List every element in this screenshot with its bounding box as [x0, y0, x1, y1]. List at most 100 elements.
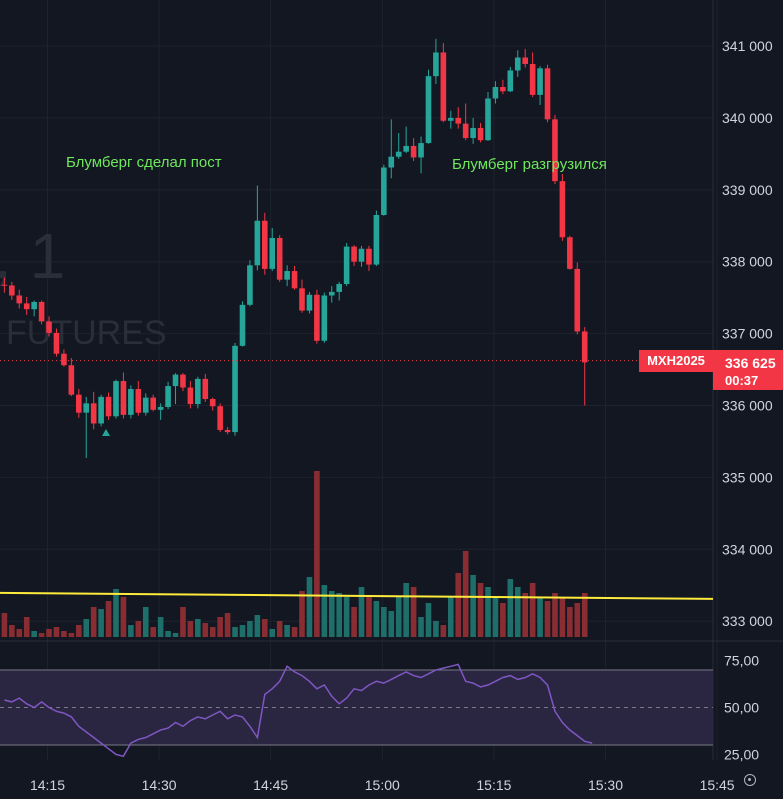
candle-body	[276, 237, 283, 280]
volume-bar	[351, 607, 357, 637]
candle-body	[128, 388, 134, 415]
candle-body	[113, 381, 119, 417]
volume-bar	[224, 613, 231, 637]
candle-body	[552, 119, 558, 182]
volume-bar	[366, 597, 372, 637]
candle-body	[559, 181, 566, 238]
volume-bar	[150, 627, 156, 637]
candle-body	[262, 220, 268, 269]
volume-bar	[202, 623, 209, 637]
candle-body	[544, 68, 551, 120]
candle-body	[306, 294, 313, 311]
candle-body	[500, 86, 506, 92]
trendline	[0, 591, 714, 600]
axes: 341 000 340 000 339 000 338 000 337 000 336 0…	[30, 38, 773, 793]
x-tick-label: 14:45	[253, 777, 288, 793]
candle-body	[321, 295, 328, 341]
candle-body	[202, 378, 209, 400]
candle-body	[38, 301, 45, 322]
candle-body	[31, 301, 37, 310]
bar-countdown: 00:37	[725, 373, 759, 388]
candle-body	[157, 406, 164, 410]
y-tick-label: 336 000	[722, 398, 773, 414]
volume-bar	[157, 617, 164, 637]
candle-body	[373, 214, 380, 265]
volume-bar	[1, 613, 8, 637]
volume-bar	[284, 625, 290, 637]
volume-bar	[105, 601, 112, 637]
candle-body	[172, 374, 179, 387]
candle-body	[470, 127, 476, 139]
candle-body	[76, 394, 82, 413]
volume-bar	[90, 607, 97, 637]
volume-bar	[232, 627, 238, 637]
candle-body	[53, 332, 60, 354]
candle-body	[492, 86, 499, 99]
candle-body	[574, 268, 581, 332]
volume-bar	[128, 625, 134, 637]
volume-bar	[328, 591, 335, 637]
volume-bar	[477, 583, 484, 637]
candle-body	[232, 345, 238, 433]
candle-body	[403, 145, 409, 152]
candle-body	[165, 386, 171, 407]
candle-body	[217, 406, 223, 430]
candle-body	[90, 403, 97, 424]
overlay	[0, 360, 714, 600]
candle-body	[343, 246, 350, 284]
volume-bar	[38, 633, 45, 637]
candle-body	[567, 237, 573, 269]
volume-bar	[522, 593, 528, 637]
volume-bar	[388, 611, 395, 637]
candle-body	[581, 331, 588, 363]
volume-bar	[418, 617, 424, 637]
candle-body	[46, 321, 52, 333]
x-tick-label: 15:15	[476, 777, 511, 793]
candle-body	[135, 388, 142, 413]
candle-body	[448, 117, 454, 121]
volume-bar	[544, 601, 551, 637]
volume-bar	[537, 597, 543, 637]
volume-bar	[559, 597, 566, 637]
volume-bar	[425, 603, 432, 637]
candle-body	[507, 70, 514, 92]
candle-body	[366, 248, 372, 265]
last-price: 336 625	[725, 355, 776, 371]
candle-body	[351, 246, 357, 262]
volume-bar	[68, 633, 75, 637]
volume-bar	[574, 603, 581, 637]
candle-body	[485, 98, 491, 141]
annotation-sold: Блумберг разгрузился	[452, 156, 607, 173]
x-tick-label: 15:30	[588, 777, 623, 793]
candle-body	[291, 271, 298, 289]
candle-body	[425, 76, 432, 144]
x-tick-label: 15:45	[700, 777, 735, 793]
candle-body	[388, 156, 395, 168]
volume-bar	[514, 587, 521, 637]
candle-body	[239, 304, 246, 346]
candle-body	[410, 145, 417, 158]
candle-body	[105, 396, 112, 417]
candle-body	[180, 374, 186, 388]
y-tick-label: 333 000	[722, 613, 773, 629]
volume-bar	[142, 607, 149, 637]
volume-bar	[470, 575, 476, 637]
volume-bar	[358, 587, 365, 637]
candle-body	[1, 284, 8, 286]
candle-body	[68, 365, 75, 395]
candle-body	[477, 127, 484, 141]
watermark-line2: FUTURES	[6, 314, 167, 352]
candle-body	[9, 285, 15, 296]
candle-body	[23, 303, 30, 310]
y-tick-label: 341 000	[722, 38, 773, 54]
settings-icon[interactable]	[744, 774, 756, 786]
volume-bar	[291, 627, 298, 637]
candle-body	[150, 397, 156, 410]
candle-body	[120, 381, 127, 415]
x-tick-label: 14:15	[30, 777, 65, 793]
volume-bar	[23, 617, 30, 637]
candle-body	[381, 167, 387, 215]
rsi-line	[4, 663, 593, 758]
volume-bar	[276, 621, 283, 637]
